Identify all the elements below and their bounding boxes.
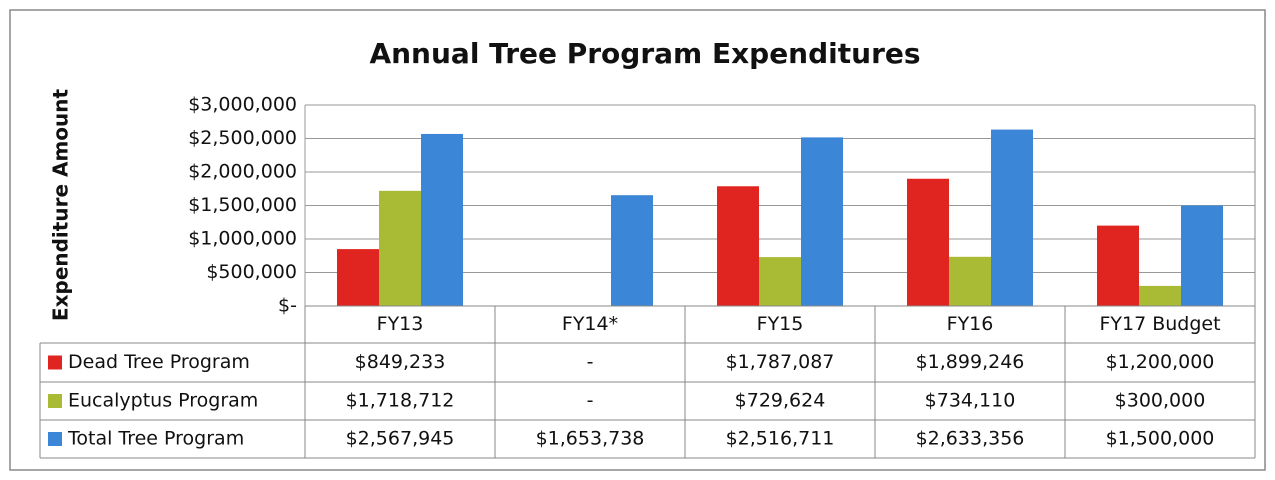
table-cell: $300,000: [1115, 390, 1206, 412]
x-tick-label: FY16: [947, 313, 994, 335]
table-cell: $2,516,711: [726, 428, 835, 450]
table-cell: $2,633,356: [916, 428, 1025, 450]
table-cell: $849,233: [355, 351, 446, 373]
bar: [949, 256, 991, 306]
table-cell: $734,110: [925, 390, 1016, 412]
y-tick-label: $1,500,000: [188, 194, 297, 216]
table-cell: $2,567,945: [346, 428, 455, 450]
y-tick-label: $2,500,000: [188, 127, 297, 149]
chart-title: Annual Tree Program Expenditures: [369, 37, 920, 70]
y-tick-label: $-: [278, 295, 297, 317]
y-tick-label: $1,000,000: [188, 228, 297, 250]
bar: [1181, 205, 1223, 306]
x-tick-label: FY17 Budget: [1099, 313, 1220, 335]
bar: [1139, 285, 1181, 306]
legend-label: Eucalyptus Program: [68, 390, 258, 412]
table-cell: $1,899,246: [916, 351, 1025, 373]
x-tick-label: FY15: [757, 313, 804, 335]
bar: [611, 195, 653, 306]
bar: [421, 133, 463, 306]
legend-swatch: [48, 432, 62, 446]
y-axis-title: Expenditure Amount: [49, 88, 73, 321]
legend-swatch: [48, 394, 62, 408]
legend-swatch: [48, 355, 62, 370]
table-cell: $1,787,087: [726, 351, 835, 373]
bar: [379, 190, 421, 306]
legend-label: Dead Tree Program: [68, 351, 250, 373]
table-cell: $1,718,712: [346, 390, 455, 412]
bar: [717, 186, 759, 306]
y-tick-label: $500,000: [206, 261, 297, 283]
bar: [1097, 225, 1139, 306]
x-tick-label: FY13: [377, 313, 424, 335]
table-cell: -: [587, 351, 594, 373]
y-tick-label: $3,000,000: [188, 94, 297, 116]
bar: [801, 137, 843, 306]
table-cell: $729,624: [735, 390, 826, 412]
table-cell: -: [587, 390, 594, 412]
table-cell: $1,653,738: [536, 428, 645, 450]
bar: [337, 249, 379, 306]
table-cell: $1,200,000: [1106, 351, 1215, 373]
bar: [759, 257, 801, 306]
bar: [907, 178, 949, 306]
x-tick-label: FY14*: [562, 313, 618, 335]
table-cell: $1,500,000: [1106, 428, 1215, 450]
bar: [991, 129, 1033, 306]
legend-label: Total Tree Program: [67, 428, 244, 450]
y-tick-label: $2,000,000: [188, 161, 297, 183]
